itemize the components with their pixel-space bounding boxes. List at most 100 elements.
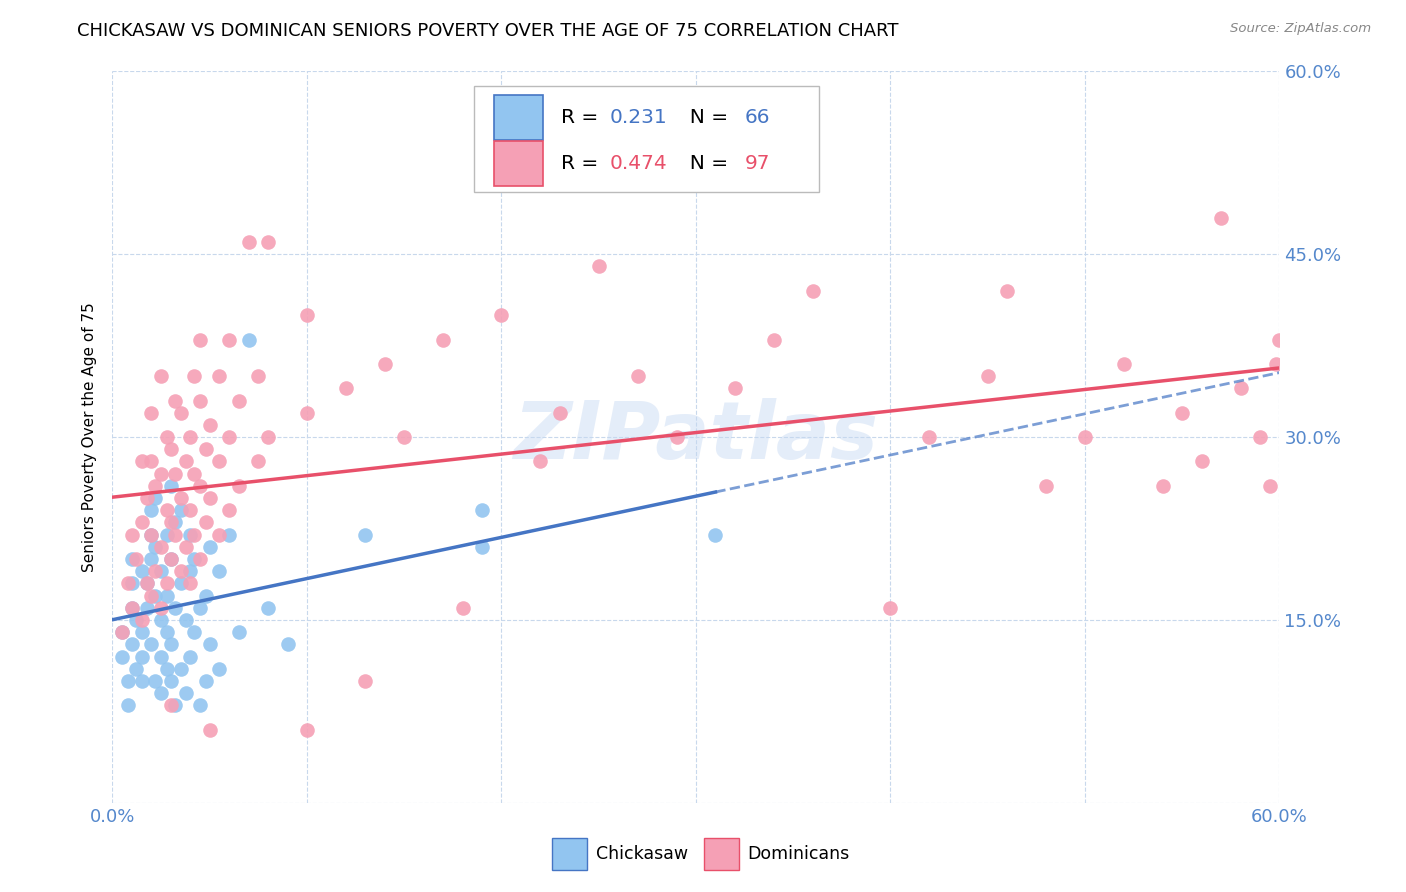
Point [131, 673, 153, 688]
Point [188, 698, 211, 713]
Point [121, 527, 143, 541]
Point [143, 589, 166, 603]
Point [121, 552, 143, 566]
Point [198, 637, 221, 651]
Point [141, 454, 163, 468]
Point [160, 479, 183, 493]
Point [257, 235, 280, 249]
Point [1191, 454, 1213, 468]
Point [1249, 430, 1271, 444]
Point [198, 723, 221, 737]
Point [1268, 333, 1291, 347]
Point [762, 333, 785, 347]
Point [183, 369, 205, 384]
Point [1264, 357, 1286, 371]
Point [194, 516, 217, 530]
Point [1209, 211, 1232, 225]
Point [335, 381, 357, 395]
Point [150, 686, 173, 700]
Point [141, 552, 163, 566]
Point [257, 600, 280, 615]
Point [169, 503, 191, 517]
Point [188, 600, 211, 615]
Point [218, 503, 240, 517]
Point [176, 540, 198, 554]
Text: R =: R = [561, 154, 605, 173]
Point [169, 406, 191, 420]
Point [163, 527, 186, 541]
Point [121, 600, 143, 615]
Point [169, 576, 191, 591]
Text: R =: R = [561, 108, 605, 127]
Point [150, 649, 173, 664]
Text: Dominicans: Dominicans [748, 845, 849, 863]
Point [208, 369, 231, 384]
Point [131, 625, 153, 640]
Text: ZIPatlas: ZIPatlas [513, 398, 879, 476]
Point [918, 430, 941, 444]
Point [150, 613, 173, 627]
Point [238, 235, 260, 249]
Point [111, 625, 134, 640]
Point [156, 662, 179, 676]
Point [354, 673, 377, 688]
Point [131, 516, 153, 530]
Point [471, 540, 494, 554]
Point [143, 491, 166, 505]
FancyBboxPatch shape [474, 86, 818, 192]
Bar [704, 838, 740, 871]
Point [141, 503, 163, 517]
Point [163, 600, 186, 615]
Point [194, 589, 217, 603]
Point [136, 600, 159, 615]
Text: N =: N = [678, 154, 735, 173]
Point [131, 454, 153, 468]
Point [665, 430, 688, 444]
Point [276, 637, 298, 651]
Text: 66: 66 [745, 108, 770, 127]
Point [354, 527, 377, 541]
Point [247, 454, 270, 468]
Point [183, 527, 205, 541]
Point [801, 284, 824, 298]
Point [136, 576, 159, 591]
Point [143, 564, 166, 578]
Point [150, 467, 173, 481]
Point [471, 503, 494, 517]
Point [179, 527, 201, 541]
Point [176, 613, 198, 627]
Point [141, 406, 163, 420]
Point [141, 527, 163, 541]
Point [131, 564, 153, 578]
Point [228, 479, 250, 493]
Point [163, 516, 186, 530]
Text: Source: ZipAtlas.com: Source: ZipAtlas.com [1230, 22, 1371, 36]
Point [163, 698, 186, 713]
Point [374, 357, 396, 371]
Point [136, 491, 159, 505]
Point [143, 673, 166, 688]
Point [160, 698, 183, 713]
Text: Chickasaw: Chickasaw [596, 845, 688, 863]
Point [198, 491, 221, 505]
Point [117, 673, 139, 688]
Point [156, 576, 179, 591]
Point [627, 369, 650, 384]
Point [143, 479, 166, 493]
Point [121, 600, 143, 615]
Point [179, 576, 201, 591]
Point [160, 552, 183, 566]
Point [1229, 381, 1251, 395]
Point [179, 564, 201, 578]
Text: 97: 97 [745, 154, 770, 173]
Point [160, 516, 183, 530]
Point [208, 454, 231, 468]
Bar [494, 95, 543, 140]
Point [131, 649, 153, 664]
Point [156, 527, 179, 541]
Point [194, 442, 217, 457]
Point [179, 430, 201, 444]
Point [188, 393, 211, 408]
Point [1258, 479, 1281, 493]
Point [208, 527, 231, 541]
